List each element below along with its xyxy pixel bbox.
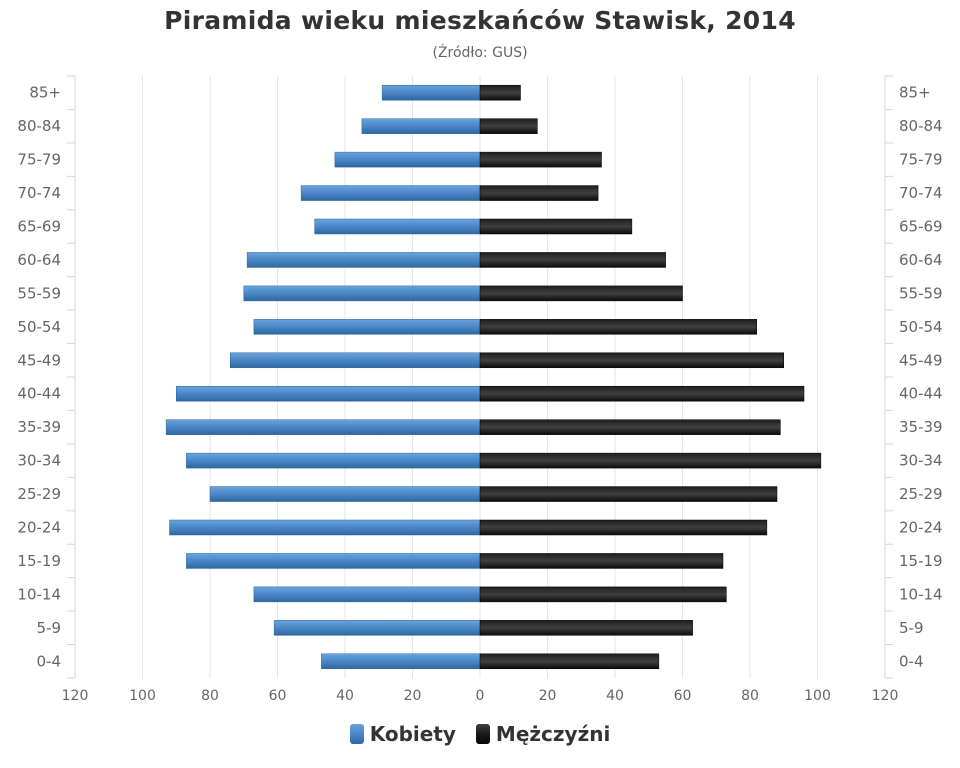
bar-men — [479, 352, 784, 369]
y-tick-label-right: 55-59 — [899, 284, 943, 302]
bar-men — [479, 653, 660, 670]
bar-men — [479, 218, 633, 235]
y-tick-label-left: 35-39 — [17, 418, 61, 436]
y-tick-label-right: 65-69 — [899, 218, 943, 236]
bar-men — [479, 84, 521, 101]
x-tick-label: 100 — [804, 688, 831, 704]
bar-women — [246, 252, 481, 268]
bar-men — [479, 118, 538, 134]
y-tick-label-right: 35-39 — [899, 418, 943, 436]
bar-men — [479, 519, 768, 536]
y-tick-label-right: 0-4 — [899, 652, 924, 670]
bar-men — [479, 452, 822, 469]
y-tick-label-left: 65-69 — [17, 218, 61, 236]
x-tick-label: 120 — [872, 688, 899, 704]
legend: Kobiety Mężczyźni — [0, 722, 960, 746]
x-tick-label: 120 — [62, 688, 89, 704]
bar-men — [479, 486, 778, 502]
x-tick-label: 60 — [674, 688, 692, 704]
x-tick-label: 80 — [201, 688, 219, 704]
legend-label-men: Mężczyźni — [495, 722, 611, 746]
bar-women — [169, 519, 481, 536]
y-tick-label-left: 0-4 — [37, 652, 62, 670]
bar-women — [381, 84, 481, 101]
x-tick-label: 20 — [539, 688, 557, 704]
y-tick-label-left: 50-54 — [17, 318, 61, 336]
x-tick-label: 80 — [741, 688, 759, 704]
y-tick-label-left: 25-29 — [17, 485, 61, 503]
y-tick-label-right: 50-54 — [899, 318, 943, 336]
bar-women — [334, 151, 481, 168]
y-tick-label-right: 75-79 — [899, 151, 943, 169]
chart-title: Piramida wieku mieszkańców Stawisk, 2014 — [164, 6, 796, 35]
legend-swatch-men — [475, 724, 490, 744]
bar-women — [314, 218, 481, 235]
y-tick-label-right: 60-64 — [899, 251, 943, 269]
y-tick-label-right: 45-49 — [899, 351, 943, 369]
bar-men — [479, 553, 724, 569]
y-tick-label-right: 70-74 — [899, 184, 943, 202]
bar-men — [479, 185, 599, 201]
bar-women — [273, 620, 481, 636]
bars — [165, 84, 822, 670]
bar-women — [209, 486, 481, 502]
y-tick-label-left: 20-24 — [17, 519, 61, 537]
bar-women — [253, 586, 481, 603]
x-tick-label: 40 — [336, 688, 354, 704]
y-tick-label-right: 10-14 — [899, 585, 943, 603]
y-tick-label-left: 70-74 — [17, 184, 61, 202]
y-tick-label-left: 45-49 — [17, 351, 61, 369]
bar-men — [479, 319, 757, 335]
y-tick-label-right: 85+ — [899, 84, 931, 102]
bar-women — [186, 553, 481, 569]
bar-women — [243, 285, 481, 302]
population-pyramid-chart: 120 100 80 60 40 20 0 20 40 60 80 100 120 0-4 0-4 5-9 5-… — [17, 75, 943, 704]
chart-subtitle: (Źródło: GUS) — [432, 45, 528, 61]
bar-men — [479, 586, 727, 603]
bar-men — [479, 419, 781, 435]
x-tick-label: 60 — [269, 688, 287, 704]
bar-women — [300, 185, 481, 201]
bar-men — [479, 252, 666, 268]
y-tick-label-right: 20-24 — [899, 519, 943, 537]
y-tick-label-left: 30-34 — [17, 452, 61, 470]
y-tick-label-right: 40-44 — [899, 385, 943, 403]
legend-item-women[interactable]: Kobiety — [349, 722, 456, 746]
x-tick-label: 20 — [404, 688, 422, 704]
y-tick-label-left: 60-64 — [17, 251, 61, 269]
y-tick-label-right: 80-84 — [899, 117, 943, 135]
y-tick-label-left: 5-9 — [37, 619, 62, 637]
legend-item-men[interactable]: Mężczyźni — [475, 722, 611, 746]
y-tick-label-right: 15-19 — [899, 552, 943, 570]
legend-swatch-women — [349, 724, 364, 744]
y-tick-label-right: 5-9 — [899, 619, 924, 637]
axis-labels: 120 100 80 60 40 20 0 20 40 60 80 100 120 0-4 0-4 5-9 5-… — [17, 84, 942, 704]
y-tick-label-left: 40-44 — [17, 385, 61, 403]
gridlines — [67, 75, 893, 679]
bar-men — [479, 151, 602, 168]
y-tick-label-left: 75-79 — [17, 151, 61, 169]
y-tick-label-left: 85+ — [29, 84, 61, 102]
bar-women — [253, 319, 481, 335]
y-tick-label-left: 15-19 — [17, 552, 61, 570]
y-tick-label-right: 30-34 — [899, 452, 943, 470]
y-tick-label-left: 10-14 — [17, 585, 61, 603]
legend-label-women: Kobiety — [369, 722, 456, 746]
bar-men — [479, 285, 683, 302]
y-tick-label-left: 80-84 — [17, 117, 61, 135]
x-tick-label: 40 — [606, 688, 624, 704]
bar-women — [176, 385, 481, 402]
bar-women — [165, 419, 481, 435]
bar-women — [321, 653, 481, 670]
bar-men — [479, 385, 805, 402]
bar-women — [361, 118, 481, 134]
bar-women — [230, 352, 481, 369]
bar-women — [186, 452, 481, 469]
x-tick-label: 100 — [129, 688, 156, 704]
y-tick-label-left: 55-59 — [17, 284, 61, 302]
bar-men — [479, 620, 693, 636]
y-tick-label-right: 25-29 — [899, 485, 943, 503]
x-tick-label: 0 — [476, 688, 485, 704]
